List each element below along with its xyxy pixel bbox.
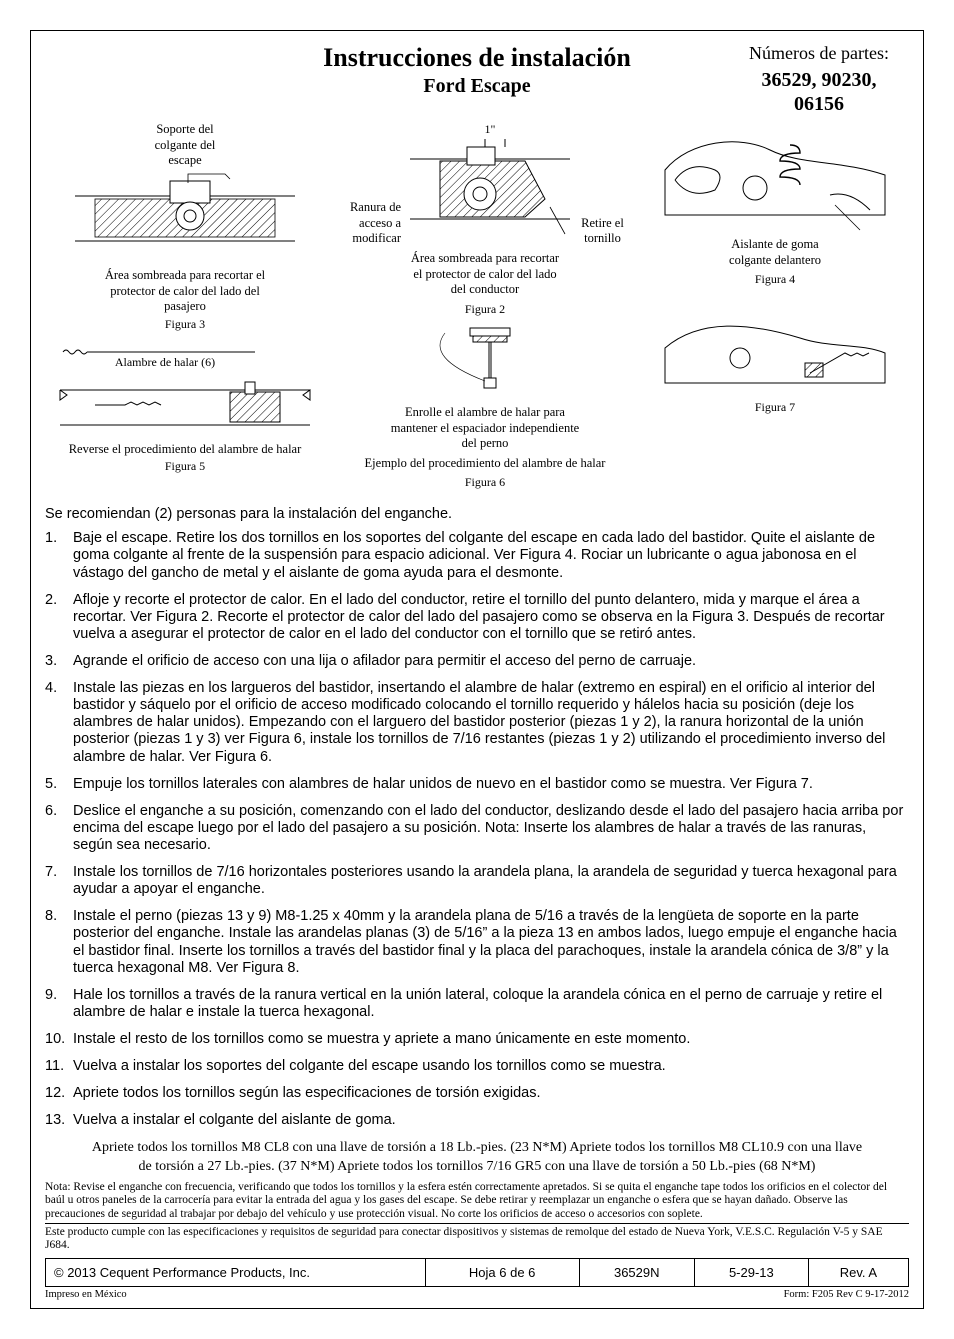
parts-line2: 06156 <box>794 93 844 115</box>
footer-partnum: 36529N <box>579 1259 694 1287</box>
fig3-caption: Figura 3 <box>45 317 325 332</box>
step: Deslice el enganche a su posición, comen… <box>45 803 909 854</box>
fig2-retire-label: Retire el tornillo <box>575 216 630 247</box>
step: Apriete todos los tornillos según las es… <box>45 1085 909 1102</box>
footer-rev: Rev. A <box>808 1259 908 1287</box>
fig2-side-label: Ranura de acceso a modificar <box>335 200 405 247</box>
fig5-bottom-label: Reverse el procedimiento del alambre de … <box>45 442 325 458</box>
step: Afloje y recorte el protector de calor. … <box>45 592 909 643</box>
footer-table: © 2013 Cequent Performance Products, Inc… <box>45 1258 909 1287</box>
fig3-diagram <box>45 171 325 266</box>
parts-numbers: 36529, 90230, 06156 <box>729 68 909 116</box>
fig6-bottom-label: Ejemplo del procedimiento del alambre de… <box>335 456 635 472</box>
footer-form: Form: F205 Rev C 9-17-2012 <box>784 1289 909 1300</box>
fig4-diagram <box>645 120 905 235</box>
step: Instale las piezas en los largueros del … <box>45 680 909 766</box>
compliance-note: Este producto cumple con las especificac… <box>45 1226 909 1254</box>
safety-note: Nota: Revise el enganche con frecuencia,… <box>45 1181 909 1224</box>
fig3-bottom-label: Área sombreada para recortar el protecto… <box>45 268 325 315</box>
fig6-mid-label: Enrolle el alambre de halar para mantene… <box>335 405 635 452</box>
step: Instale el perno (piezas 13 y 9) M8-1.25… <box>45 908 909 976</box>
footer-printed: Impreso en México <box>45 1289 127 1300</box>
step: Vuelva a instalar los soportes del colga… <box>45 1058 909 1075</box>
fig4-caption: Figura 4 <box>645 272 905 287</box>
fig6-diagram <box>335 323 635 403</box>
header: Instrucciones de instalación Ford Escape… <box>45 43 909 116</box>
fig6-caption: Figura 6 <box>335 475 635 490</box>
fig5-top-label: Alambre de halar (6) <box>115 355 215 369</box>
fig2-caption: Figura 2 <box>335 302 635 317</box>
fig7-caption: Figura 7 <box>645 400 905 415</box>
fig2-diagram <box>405 139 575 249</box>
step: Agrande el orificio de acceso con una li… <box>45 653 909 670</box>
step: Instale los tornillos de 7/16 horizontal… <box>45 864 909 898</box>
step: Vuelva a instalar el colgante del aislan… <box>45 1112 909 1129</box>
subfooter: Impreso en México Form: F205 Rev C 9-17-… <box>45 1289 909 1300</box>
step: Hale los tornillos a través de la ranura… <box>45 987 909 1021</box>
title: Instrucciones de instalación <box>225 43 729 73</box>
fig7-diagram <box>645 303 905 398</box>
page-container: Instrucciones de instalación Ford Escape… <box>30 30 924 1309</box>
fig3-top-label: Soporte del colgante del escape <box>45 122 325 169</box>
fig2-bottom-label: Área sombreada para recortar el protecto… <box>335 251 635 298</box>
fig5-diagram: Alambre de halar (6) <box>45 340 325 440</box>
footer-sheet: Hoja 6 de 6 <box>425 1259 579 1287</box>
fig2-dim: 1" <box>405 122 575 137</box>
instruction-list: Baje el escape. Retire los dos tornillos… <box>45 530 909 1129</box>
subtitle: Ford Escape <box>225 75 729 98</box>
torque-spec: Apriete todos los tornillos M8 CL8 con u… <box>85 1139 869 1177</box>
footer-date: 5-29-13 <box>694 1259 808 1287</box>
step: Instale el resto de los tornillos como s… <box>45 1031 909 1048</box>
step: Empuje los tornillos laterales con alamb… <box>45 776 909 793</box>
step: Baje el escape. Retire los dos tornillos… <box>45 530 909 581</box>
fig5-caption: Figura 5 <box>45 459 325 474</box>
fig4-side-label: Aislante de goma colgante delantero <box>645 237 905 268</box>
footer-copyright: © 2013 Cequent Performance Products, Inc… <box>46 1259 426 1287</box>
intro-text: Se recomiendan (2) personas para la inst… <box>45 506 909 522</box>
parts-label: Números de partes: <box>729 43 909 64</box>
parts-line1: 36529, 90230, <box>762 69 877 91</box>
figures-panel: Soporte del colgante del escape <box>45 120 909 492</box>
